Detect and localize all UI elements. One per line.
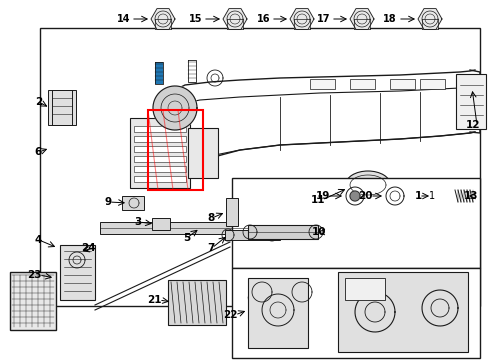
Text: 22: 22	[223, 310, 238, 320]
Polygon shape	[151, 9, 175, 30]
Bar	[100, 222, 260, 234]
Text: 4: 4	[35, 235, 42, 245]
Polygon shape	[153, 86, 197, 130]
Text: 3: 3	[135, 217, 142, 227]
Text: 14: 14	[116, 14, 130, 24]
Polygon shape	[417, 9, 441, 30]
Bar	[244, 295, 292, 330]
Text: 6: 6	[35, 147, 42, 157]
Bar	[247, 278, 307, 348]
Bar	[134, 126, 185, 132]
Bar	[155, 62, 163, 84]
Text: 9: 9	[104, 197, 112, 207]
Bar	[154, 19, 171, 28]
Bar	[419, 79, 444, 89]
Text: 10: 10	[311, 227, 325, 237]
Bar	[345, 278, 384, 300]
Ellipse shape	[345, 171, 390, 199]
Bar	[134, 156, 185, 162]
Bar	[293, 19, 310, 28]
Bar	[353, 19, 369, 28]
Bar	[152, 218, 170, 230]
Text: 5: 5	[183, 233, 190, 243]
Bar	[134, 166, 185, 172]
Text: 13: 13	[463, 191, 477, 201]
Text: 24: 24	[81, 243, 96, 253]
Polygon shape	[289, 9, 313, 30]
Bar	[148, 110, 203, 190]
Text: 21: 21	[147, 295, 162, 305]
Text: 11: 11	[310, 195, 325, 205]
Polygon shape	[349, 9, 373, 30]
Bar	[225, 198, 238, 226]
Bar	[134, 176, 185, 182]
Bar	[226, 19, 243, 28]
Polygon shape	[349, 191, 359, 201]
Bar	[168, 280, 225, 325]
Bar	[224, 230, 280, 240]
Text: 15: 15	[188, 14, 202, 24]
Bar	[309, 79, 334, 89]
Bar	[247, 225, 317, 239]
Bar	[122, 196, 143, 210]
Bar	[455, 74, 485, 129]
Bar	[421, 19, 438, 28]
Bar	[231, 178, 479, 268]
Text: 17: 17	[316, 14, 329, 24]
Bar	[10, 272, 56, 330]
Text: 2: 2	[35, 97, 42, 107]
Bar	[134, 146, 185, 152]
Bar	[40, 28, 479, 306]
Text: 8: 8	[207, 213, 215, 223]
Bar	[389, 79, 414, 89]
Bar	[48, 90, 76, 125]
Text: 20: 20	[358, 191, 372, 201]
Text: 23: 23	[27, 270, 42, 280]
Bar	[349, 79, 374, 89]
Polygon shape	[223, 9, 246, 30]
Text: 12: 12	[465, 120, 479, 130]
Text: 1: 1	[414, 191, 421, 201]
Text: 7: 7	[207, 243, 215, 253]
Bar	[337, 272, 467, 352]
Bar	[187, 128, 218, 178]
Text: 18: 18	[383, 14, 396, 24]
Bar	[134, 136, 185, 142]
Bar	[60, 245, 95, 300]
Bar	[130, 118, 190, 188]
Text: 19: 19	[315, 191, 329, 201]
Bar	[231, 268, 479, 358]
Text: 16: 16	[256, 14, 269, 24]
Text: 1: 1	[428, 191, 434, 201]
